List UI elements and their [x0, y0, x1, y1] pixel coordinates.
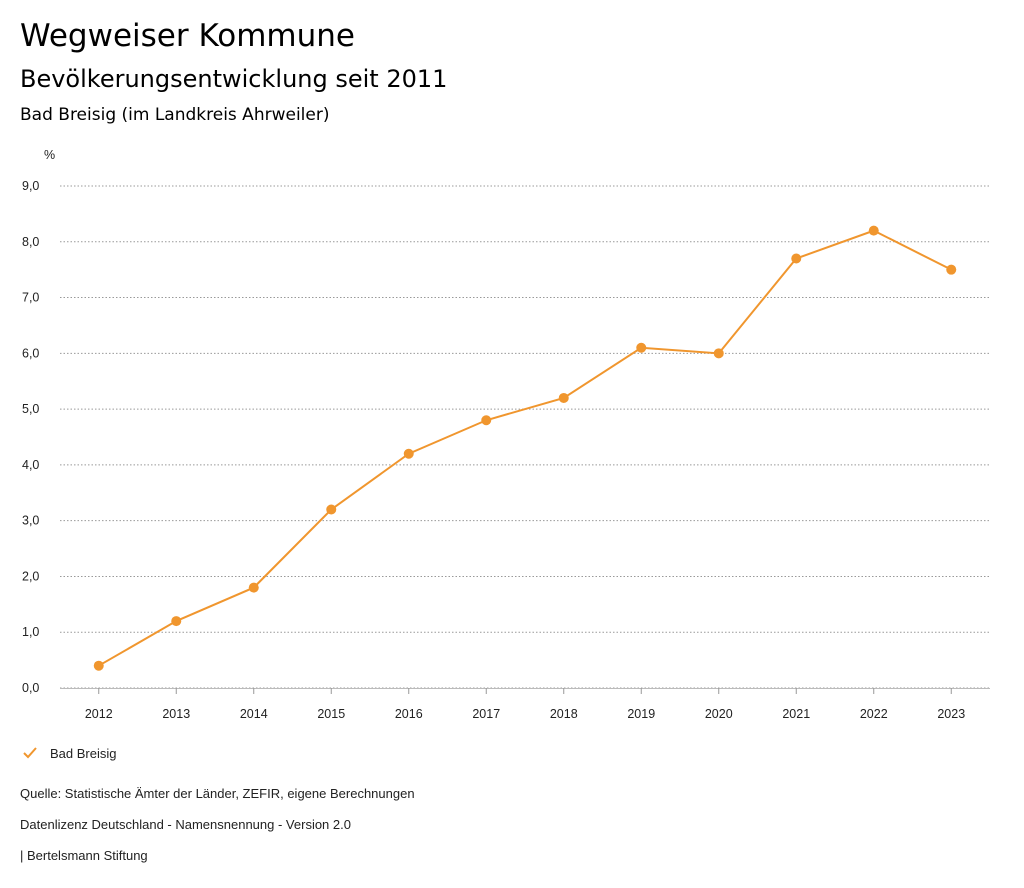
x-tick-label: 2016 [395, 707, 423, 721]
x-tick-label: 2023 [937, 707, 965, 721]
x-tick-label: 2021 [782, 707, 810, 721]
x-tick-label: 2017 [472, 707, 500, 721]
x-tick-label: 2019 [627, 707, 655, 721]
x-tick-label: 2014 [240, 707, 268, 721]
y-tick-label: 7,0 [22, 291, 39, 305]
y-axis-unit: % [44, 148, 55, 162]
data-point[interactable] [868, 225, 879, 236]
legend-item[interactable]: Bad Breisig [22, 745, 116, 761]
data-point[interactable] [403, 448, 414, 459]
x-tick-label: 2018 [550, 707, 578, 721]
data-point[interactable] [636, 342, 647, 353]
y-tick-label: 2,0 [22, 569, 39, 583]
license-note: Datenlizenz Deutschland - Namensnennung … [20, 817, 351, 832]
y-tick-label: 6,0 [22, 346, 39, 360]
data-point[interactable] [713, 348, 724, 359]
x-tick-label: 2012 [85, 707, 113, 721]
data-point[interactable] [326, 504, 337, 515]
data-point[interactable] [93, 660, 104, 671]
y-tick-label: 0,0 [22, 681, 39, 695]
data-point[interactable] [171, 616, 182, 627]
y-tick-label: 4,0 [22, 458, 39, 472]
app-title: Wegweiser Kommune [20, 18, 355, 54]
y-tick-label: 3,0 [22, 514, 39, 528]
source-note: Quelle: Statistische Ämter der Länder, Z… [20, 786, 415, 801]
chart-subtitle: Bevölkerungsentwicklung seit 2011 [20, 65, 448, 93]
y-tick-label: 9,0 [22, 179, 39, 193]
data-point[interactable] [481, 415, 492, 426]
x-tick-label: 2015 [317, 707, 345, 721]
series-line [98, 229, 952, 667]
check-icon [23, 747, 37, 759]
x-tick-label: 2022 [860, 707, 888, 721]
y-tick-label: 8,0 [22, 235, 39, 249]
region-label: Bad Breisig (im Landkreis Ahrweiler) [20, 105, 330, 125]
data-point[interactable] [946, 264, 957, 275]
x-tick-label: 2013 [162, 707, 190, 721]
brand-note: | Bertelsmann Stiftung [20, 848, 148, 863]
x-tick-label: 2020 [705, 707, 733, 721]
data-point[interactable] [558, 392, 569, 403]
y-tick-label: 1,0 [22, 625, 39, 639]
y-tick-label: 5,0 [22, 402, 39, 416]
data-point[interactable] [248, 582, 259, 593]
legend-label: Bad Breisig [50, 745, 117, 761]
data-point[interactable] [791, 253, 802, 264]
